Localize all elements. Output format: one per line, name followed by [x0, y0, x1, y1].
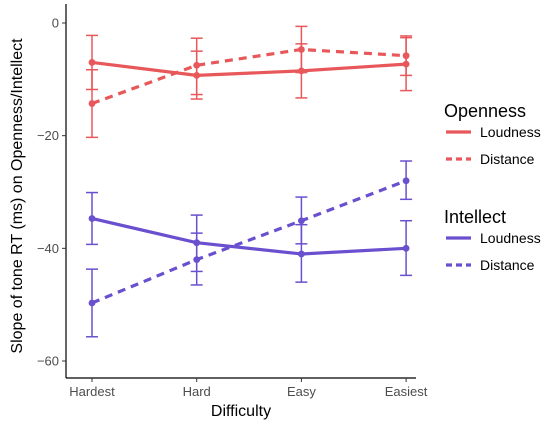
data-point — [402, 244, 410, 252]
series-line — [91, 216, 407, 256]
data-point — [193, 61, 201, 69]
y-tick-label: −60 — [37, 354, 59, 369]
plot-area — [86, 25, 413, 338]
legend-group-intellect: Intellect Loudness Distance — [444, 207, 541, 273]
legend-label: Distance — [480, 151, 535, 167]
series-intellect-distance — [86, 160, 413, 338]
data-point — [402, 52, 410, 60]
y-tick-label: 0 — [52, 16, 59, 31]
data-point — [298, 217, 305, 225]
data-point — [88, 100, 96, 107]
data-point — [88, 299, 96, 307]
data-point — [193, 256, 201, 263]
y-axis-title: Slope of tone RT (ms) on Openness/Intell… — [9, 38, 26, 354]
y-tick-label: −20 — [37, 128, 59, 143]
data-point — [402, 177, 410, 185]
data-point — [88, 215, 96, 222]
series-intellect-loudness — [86, 191, 413, 283]
x-tick-label: Easiest — [385, 384, 428, 399]
data-point — [298, 46, 305, 53]
data-point — [298, 250, 305, 258]
x-tick-label: Hardest — [69, 384, 115, 399]
legend-label: Loudness — [480, 124, 541, 140]
legend-label: Distance — [480, 257, 535, 273]
legend-group-openness: Openness Loudness Distance — [444, 101, 541, 167]
series-openness-distance — [86, 25, 413, 139]
legend: Openness Loudness Distance Intellect Loudnes… — [444, 101, 541, 273]
legend-title: Openness — [444, 101, 526, 121]
axis-ticks: 0 −20 −40 −60 Hardest Hard Easy Easiest — [37, 16, 428, 400]
series-line — [91, 179, 407, 305]
data-point — [88, 59, 96, 66]
legend-title: Intellect — [444, 207, 506, 227]
axes — [65, 4, 416, 379]
series-line — [91, 60, 407, 77]
y-tick-label: −40 — [37, 241, 59, 256]
x-axis-title: Difficulty — [211, 403, 271, 420]
x-tick-label: Easy — [287, 384, 316, 399]
legend-label: Loudness — [480, 230, 541, 246]
x-tick-label: Hard — [183, 384, 211, 399]
series-line — [91, 47, 407, 106]
